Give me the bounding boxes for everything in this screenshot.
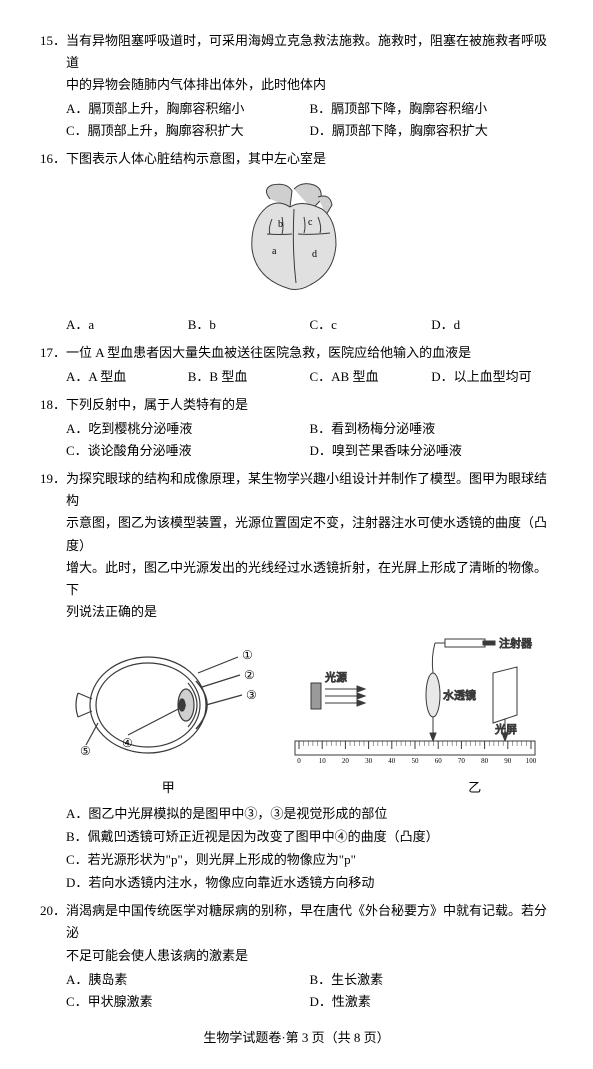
q18-text: 下列反射中，属于人类特有的是 [66, 394, 553, 416]
q19-line3: 增大。此时，图乙中光源发出的光线经过水透镜折射，在光屏上形成了清晰的物像。下 [40, 557, 553, 601]
q17-optC: C．AB 型血 [310, 366, 432, 388]
q18-optA: A．吃到樱桃分泌唾液 [66, 418, 310, 440]
svg-text:⑤: ⑤ [80, 744, 91, 758]
q19-stmtA: A．图乙中光屏模拟的是图甲中③，③是视觉形成的部位 [66, 803, 553, 825]
q19-stmtD: D．若向水透镜内注水，物像应向靠近水透镜方向移动 [66, 872, 553, 894]
svg-text:80: 80 [481, 757, 489, 765]
caption-jia: 甲 [68, 777, 268, 799]
svg-text:②: ② [244, 668, 255, 682]
q20-line2: 不足可能会使人患该病的激素是 [40, 945, 553, 967]
svg-text:注射器: 注射器 [499, 636, 532, 650]
svg-text:a: a [272, 246, 277, 257]
q17-text: 一位 A 型血患者因大量失血被送往医院急救，医院应给他输入的血液是 [66, 342, 553, 364]
q16-optD: D．d [431, 314, 553, 336]
svg-text:c: c [308, 217, 313, 228]
q17-optB: B．B 型血 [188, 366, 310, 388]
q19-line4: 列说法正确的是 [40, 601, 553, 623]
question-19: 19． 为探究眼球的结构和成像原理，某生物学兴趣小组设计并制作了模型。图甲为眼球… [40, 468, 553, 894]
q15-optD: D．膈顶部下降，胸廓容积扩大 [310, 120, 554, 142]
caption-yi: 乙 [285, 777, 545, 799]
q20-optA: A．胰岛素 [66, 969, 310, 991]
eye-diagram-icon: ① ② ③ ④ ⑤ [68, 633, 268, 773]
svg-text:①: ① [242, 648, 253, 662]
heart-diagram-icon: a b c d [232, 179, 362, 299]
q18-optD: D．嗅到芒果香味分泌唾液 [310, 440, 554, 462]
svg-text:40: 40 [388, 757, 396, 765]
q20-optD: D．性激素 [310, 991, 554, 1013]
svg-text:b: b [278, 219, 283, 230]
svg-text:90: 90 [504, 757, 512, 765]
q20-optB: B．生长激素 [310, 969, 554, 991]
q16-optB: B．b [188, 314, 310, 336]
q18-num: 18． [40, 394, 66, 416]
question-18: 18． 下列反射中，属于人类特有的是 A．吃到樱桃分泌唾液 B．看到杨梅分泌唾液… [40, 394, 553, 462]
q17-optD: D．以上血型均可 [431, 366, 553, 388]
svg-text:100: 100 [526, 757, 537, 765]
svg-text:50: 50 [411, 757, 419, 765]
question-17: 17． 一位 A 型血患者因大量失血被送往医院急救，医院应给他输入的血液是 A．… [40, 342, 553, 388]
q18-optC: C．谈论酸角分泌唾液 [66, 440, 310, 462]
question-20: 20． 消渴病是中国传统医学对糖尿病的别称，早在唐代《外台秘要方》中就有记载。若… [40, 900, 553, 1012]
q19-line2: 示意图，图乙为该模型装置，光源位置固定不变，注射器注水可使水透镜的曲度（凸度） [40, 512, 553, 556]
q15-num: 15． [40, 30, 66, 74]
q16-optC: C．c [310, 314, 432, 336]
q19-line1: 为探究眼球的结构和成像原理，某生物学兴趣小组设计并制作了模型。图甲为眼球结构 [66, 468, 553, 512]
svg-text:20: 20 [342, 757, 350, 765]
q15-optC: C．膈顶部上升，胸廓容积扩大 [66, 120, 310, 142]
q15-optA: A．膈顶部上升，胸廓容积缩小 [66, 98, 310, 120]
question-15: 15． 当有异物阻塞呼吸道时，可采用海姆立克急救法施救。施救时，阻塞在被施救者呼… [40, 30, 553, 142]
q17-optA: A．A 型血 [66, 366, 188, 388]
q16-text: 下图表示人体心脏结构示意图，其中左心室是 [66, 148, 553, 170]
q16-optA: A．a [66, 314, 188, 336]
question-16: 16． 下图表示人体心脏结构示意图，其中左心室是 a b c d A．a B．b… [40, 148, 553, 335]
q20-num: 20． [40, 900, 66, 944]
optical-bench-icon: 注射器 光源 水透镜 光屏 [285, 633, 545, 773]
svg-text:d: d [312, 249, 317, 260]
q19-stmtC: C．若光源形状为"p"，则光屏上形成的物像应为"p" [66, 849, 553, 871]
q20-optC: C．甲状腺激素 [66, 991, 310, 1013]
q16-num: 16． [40, 148, 66, 170]
q18-optB: B．看到杨梅分泌唾液 [310, 418, 554, 440]
svg-text:10: 10 [318, 757, 326, 765]
svg-text:30: 30 [365, 757, 373, 765]
q15-optB: B．膈顶部下降，胸廓容积缩小 [310, 98, 554, 120]
svg-text:光屏: 光屏 [495, 722, 517, 736]
svg-text:③: ③ [246, 688, 257, 702]
page-footer: 生物学试题卷·第 3 页（共 8 页） [40, 1027, 553, 1049]
q19-stmtB: B．佩戴凹透镜可矫正近视是因为改变了图甲中④的曲度（凸度） [66, 826, 553, 848]
svg-text:0: 0 [297, 757, 301, 765]
q17-num: 17． [40, 342, 66, 364]
svg-text:光源: 光源 [325, 670, 347, 684]
svg-text:④: ④ [122, 736, 133, 750]
q19-num: 19． [40, 468, 66, 512]
q20-line1: 消渴病是中国传统医学对糖尿病的别称，早在唐代《外台秘要方》中就有记载。若分泌 [66, 900, 553, 944]
svg-text:70: 70 [458, 757, 466, 765]
q15-line2: 中的异物会随肺内气体排出体外，此时他体内 [40, 74, 553, 96]
heart-figure: a b c d [40, 179, 553, 306]
svg-text:60: 60 [434, 757, 442, 765]
svg-text:水透镜: 水透镜 [443, 688, 476, 702]
q15-line1: 当有异物阻塞呼吸道时，可采用海姆立克急救法施救。施救时，阻塞在被施救者呼吸道 [66, 30, 553, 74]
